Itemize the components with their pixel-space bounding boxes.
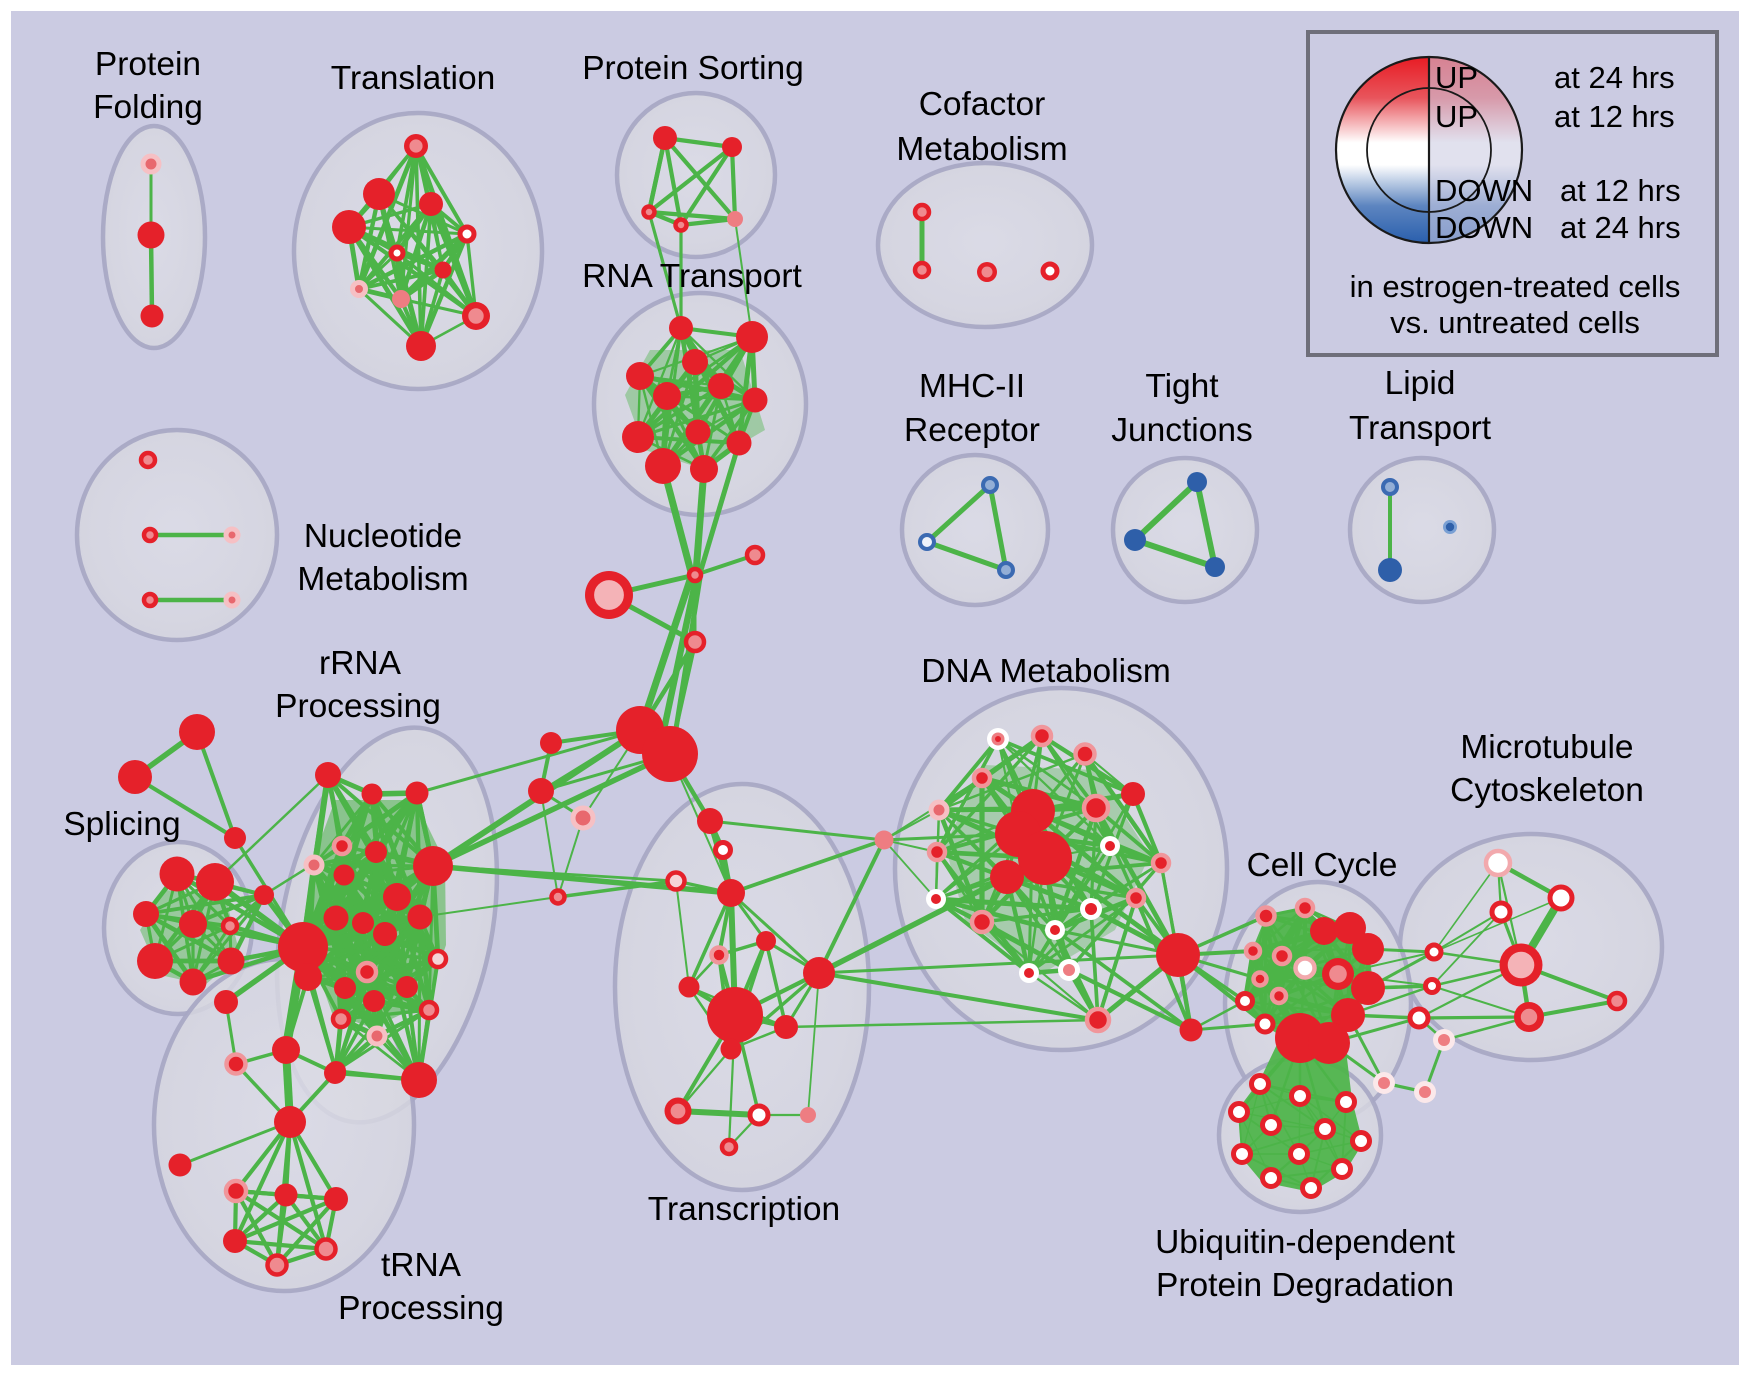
svg-text:Transport: Transport [1349, 410, 1492, 447]
svg-text:UP: UP [1435, 99, 1478, 134]
svg-text:Metabolism: Metabolism [297, 561, 468, 598]
svg-text:DOWN: DOWN [1435, 173, 1533, 208]
svg-text:at 12 hrs: at 12 hrs [1554, 99, 1675, 134]
svg-text:Cytoskeleton: Cytoskeleton [1450, 772, 1644, 809]
svg-text:DNA Metabolism: DNA Metabolism [921, 653, 1170, 690]
svg-text:RNA Transport: RNA Transport [582, 258, 802, 295]
svg-text:Metabolism: Metabolism [896, 131, 1067, 168]
svg-text:Microtubule: Microtubule [1460, 729, 1633, 766]
svg-text:Cell Cycle: Cell Cycle [1247, 847, 1398, 884]
svg-text:Nucleotide: Nucleotide [304, 518, 462, 555]
svg-text:Ubiquitin-dependent: Ubiquitin-dependent [1155, 1224, 1456, 1261]
svg-text:Processing: Processing [338, 1290, 504, 1327]
svg-text:Transcription: Transcription [648, 1191, 840, 1228]
svg-text:rRNA: rRNA [319, 645, 402, 682]
svg-text:UP: UP [1435, 60, 1478, 95]
svg-text:Translation: Translation [331, 60, 495, 97]
svg-text:Protein: Protein [95, 46, 201, 83]
svg-text:Cofactor: Cofactor [919, 86, 1046, 123]
svg-text:Receptor: Receptor [904, 412, 1040, 449]
svg-text:Tight: Tight [1145, 368, 1219, 405]
svg-text:MHC-II: MHC-II [919, 368, 1025, 405]
svg-text:Splicing: Splicing [63, 806, 180, 843]
svg-text:Folding: Folding [93, 89, 203, 126]
svg-text:Processing: Processing [275, 688, 441, 725]
svg-text:at 24 hrs: at 24 hrs [1554, 60, 1675, 95]
svg-text:vs. untreated cells: vs. untreated cells [1390, 305, 1640, 340]
svg-text:at 24 hrs: at 24 hrs [1560, 210, 1681, 245]
svg-text:Protein Sorting: Protein Sorting [582, 50, 804, 87]
svg-text:tRNA: tRNA [381, 1247, 462, 1284]
svg-text:Lipid: Lipid [1385, 365, 1456, 402]
svg-text:in estrogen-treated cells: in estrogen-treated cells [1350, 269, 1681, 304]
svg-text:DOWN: DOWN [1435, 210, 1533, 245]
svg-text:Junctions: Junctions [1111, 412, 1253, 449]
svg-text:at 12 hrs: at 12 hrs [1560, 173, 1681, 208]
svg-text:Protein Degradation: Protein Degradation [1156, 1267, 1454, 1304]
